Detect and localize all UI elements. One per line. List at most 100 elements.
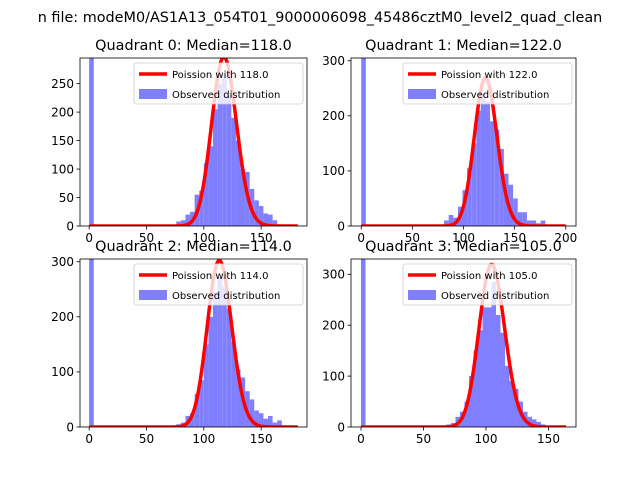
- y-tick-label: 100: [322, 369, 345, 383]
- histogram-bar: [190, 413, 195, 427]
- histogram-bar: [217, 83, 223, 226]
- y-tick-label: 0: [66, 420, 74, 434]
- histogram-bar: [527, 416, 532, 427]
- y-tick-label: 150: [51, 134, 74, 148]
- subplot-title: Quadrant 3: Median=105.0: [365, 239, 562, 255]
- legend-label-poisson: Poission with 118.0: [172, 70, 268, 81]
- histogram-bar: [487, 307, 492, 427]
- x-tick-label: 0: [85, 231, 93, 245]
- histogram-bar: [176, 221, 181, 226]
- x-tick-label: 50: [416, 432, 431, 446]
- histogram-bar: [89, 58, 94, 226]
- histogram-bar: [482, 307, 487, 427]
- histogram-bar: [526, 220, 532, 226]
- legend-label-poisson: Poission with 122.0: [441, 70, 537, 81]
- legend-frame: [402, 62, 573, 105]
- subplot-quadrant-2: 0 50 100 150 0 100 200 300 Quadrant 2: Median=11…: [51, 239, 308, 446]
- histogram-bar: [231, 341, 236, 427]
- histogram-bar: [467, 168, 472, 226]
- histogram-bar: [509, 381, 514, 427]
- y-tick-label: 0: [337, 219, 345, 233]
- plot-area: [88, 58, 299, 226]
- histogram-bar: [268, 415, 273, 427]
- legend-label-observed: Observed distribution: [441, 90, 549, 101]
- histogram-bar: [235, 140, 241, 226]
- histogram-bar: [505, 365, 510, 427]
- histogram-bar: [494, 129, 500, 226]
- y-tick-label: 300: [51, 255, 74, 269]
- histogram-bar: [499, 148, 504, 226]
- y-tick-label: 100: [51, 162, 74, 176]
- plot-area: [360, 259, 567, 427]
- histogram-bar: [522, 212, 527, 226]
- x-tick-label: 150: [250, 432, 273, 446]
- subplot-title: Quadrant 2: Median=114.0: [95, 239, 292, 255]
- histogram-bar: [203, 344, 209, 427]
- histogram-bar: [194, 393, 200, 427]
- poisson-curve: [88, 58, 299, 226]
- legend-label-poisson: Poission with 114.0: [172, 271, 268, 282]
- x-tick-label: 0: [357, 231, 365, 245]
- x-tick-label: 100: [192, 432, 215, 446]
- legend-patch-swatch: [139, 290, 167, 300]
- y-tick-label: 200: [51, 105, 74, 119]
- histogram-bar: [263, 418, 269, 427]
- x-tick-label: 50: [139, 432, 154, 446]
- histogram-bar: [531, 220, 537, 226]
- legend-frame: [402, 263, 573, 306]
- histogram-bar: [254, 200, 259, 226]
- histogram-bar: [180, 220, 186, 226]
- axes-frame: [79, 57, 308, 227]
- histogram-bar: [249, 399, 255, 427]
- legend: Poission with 114.0 Observed distribution: [133, 263, 304, 306]
- histogram-bar: [491, 281, 496, 427]
- histogram-bar: [258, 413, 264, 427]
- histogram-bar: [517, 212, 523, 226]
- histogram-bar: [478, 330, 483, 427]
- y-tick-label: 300: [322, 54, 345, 68]
- histogram-bar: [231, 117, 236, 226]
- y-tick-label: 100: [322, 164, 345, 178]
- y-tick-label: 200: [322, 318, 345, 332]
- axes-frame: [350, 258, 577, 428]
- histogram-bar: [222, 75, 227, 226]
- histogram-bar: [471, 143, 477, 226]
- subplot-quadrant-3: 0 50 100 150 0 100 200 300 Quadrant 3: Median=10…: [322, 239, 577, 446]
- y-tick-label: 0: [337, 420, 345, 434]
- histogram-bar: [444, 220, 449, 226]
- legend-frame: [133, 263, 304, 306]
- histogram-bar: [263, 213, 269, 226]
- legend-label-observed: Observed distribution: [172, 291, 280, 302]
- histogram-bar: [212, 292, 218, 427]
- subplot-title: Quadrant 1: Median=122.0: [365, 38, 562, 54]
- y-tick-label: 250: [51, 77, 74, 91]
- y-tick-label: 300: [322, 268, 345, 282]
- x-tick-label: 100: [452, 231, 475, 245]
- histogram-bar: [235, 369, 241, 427]
- histogram-bar: [277, 420, 282, 427]
- x-tick-label: 150: [537, 432, 560, 446]
- histogram-bar: [500, 332, 505, 427]
- histogram-bar: [469, 376, 474, 427]
- subplot-title: Quadrant 0: Median=118.0: [95, 38, 292, 54]
- axes-frame: [79, 258, 308, 428]
- histogram-bar: [272, 220, 278, 226]
- histogram-bar: [480, 93, 486, 226]
- histogram-bar: [222, 286, 227, 427]
- poisson-curve: [360, 262, 567, 427]
- x-tick-label: 150: [250, 231, 273, 245]
- x-tick-label: 100: [475, 432, 498, 446]
- histogram-bar: [464, 401, 469, 427]
- histogram-bar: [361, 259, 366, 427]
- legend: Poission with 118.0 Observed distribution: [133, 62, 304, 105]
- histogram-bar: [272, 422, 278, 427]
- histogram-bar: [89, 259, 94, 427]
- subplot-quadrant-0: 0 50 100 150 0 50 100 150 200 250 Quadrant 0: Medi…: [51, 38, 308, 245]
- legend-label-observed: Observed distribution: [172, 90, 280, 101]
- histogram-bar: [199, 190, 204, 226]
- y-tick-label: 200: [51, 310, 74, 324]
- histogram-bar: [254, 410, 259, 427]
- x-tick-label: 100: [192, 231, 215, 245]
- histogram-bar: [473, 350, 478, 427]
- histogram-bar: [185, 214, 191, 226]
